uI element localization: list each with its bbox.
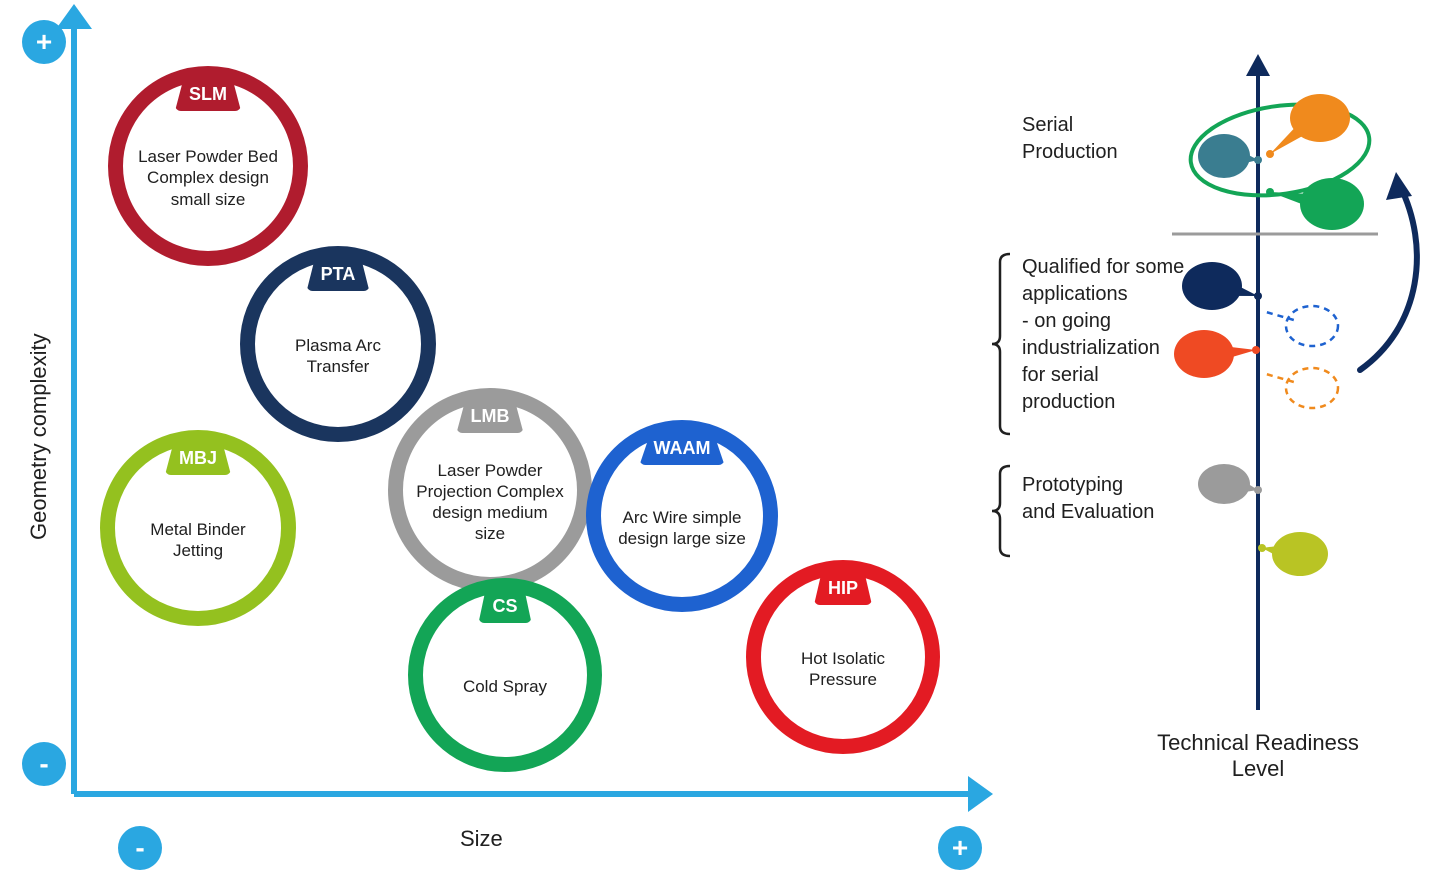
- trl-blob-b-orange-d: [1266, 368, 1338, 408]
- trl-blob-b-navy: [1182, 262, 1262, 310]
- trl-label-proto: Prototyping and Evaluation: [1022, 472, 1154, 526]
- trl-blob-b-orange: [1266, 94, 1350, 158]
- trl-blob-b-red: [1174, 330, 1260, 378]
- diagram-canvas: + - - + Size Geometry complexity SLMLase…: [0, 0, 1440, 882]
- trl-blob-b-grey: [1198, 464, 1262, 504]
- trl-blob-b-olive: [1258, 532, 1328, 576]
- trl-label-serial: Serial Production: [1022, 112, 1118, 166]
- trl-title: Technical Readiness Level: [1128, 730, 1388, 782]
- trl-blob-b-teal: [1198, 134, 1262, 178]
- trl-blob-b-blue-d: [1266, 306, 1338, 346]
- trl-blob-b-green: [1266, 178, 1364, 230]
- trl-label-qualified: Qualified for some applications - on goi…: [1022, 254, 1184, 416]
